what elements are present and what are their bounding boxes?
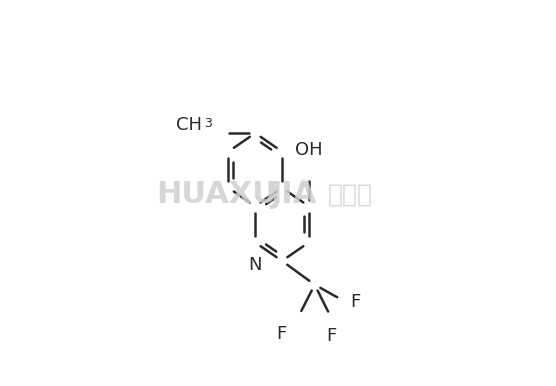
Text: CH: CH [176, 116, 202, 134]
Text: F: F [276, 325, 286, 343]
Text: JIA: JIA [271, 180, 317, 210]
Text: HUAXU: HUAXU [156, 180, 277, 210]
Text: F: F [326, 327, 336, 345]
Text: OH: OH [295, 141, 322, 159]
Text: 3: 3 [204, 117, 212, 130]
Text: ®: ® [299, 179, 310, 190]
Text: F: F [350, 293, 361, 311]
Text: 化学加: 化学加 [328, 183, 373, 207]
Text: N: N [249, 256, 262, 274]
